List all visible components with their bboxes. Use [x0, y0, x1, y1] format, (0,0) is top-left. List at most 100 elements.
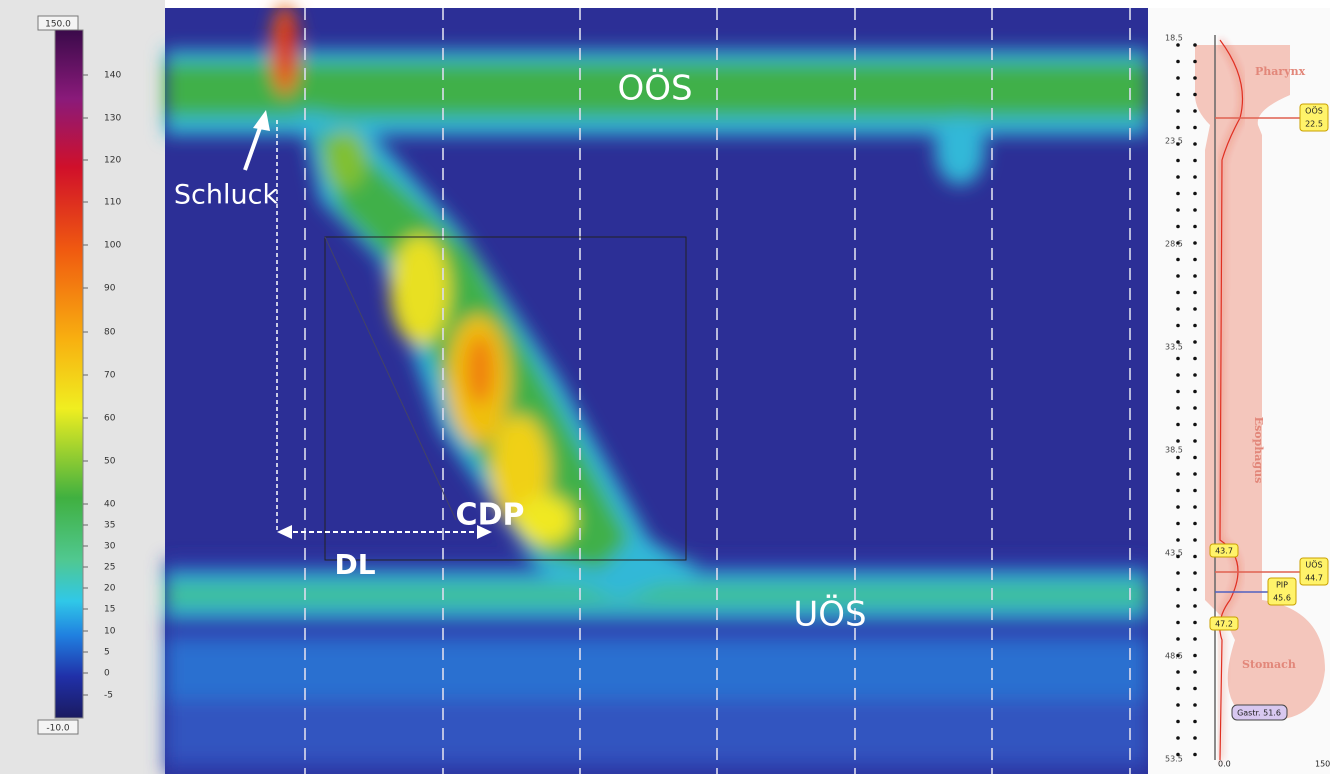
colorbar-tick-label: 120	[104, 156, 121, 166]
depth-label: 28.5	[1165, 240, 1183, 249]
sensor	[1193, 538, 1197, 542]
sensor	[1193, 670, 1197, 674]
level-label: 47.2	[1215, 620, 1233, 629]
marker-name: OÖS	[1305, 106, 1323, 116]
colorbar-tick-label: 110	[104, 198, 121, 208]
sensor	[1176, 390, 1180, 394]
sensor	[1193, 175, 1197, 179]
sensor	[1176, 76, 1180, 80]
sensor	[1176, 373, 1180, 377]
marker-value: 22.5	[1305, 120, 1323, 129]
colorbar-tick-label: 50	[104, 457, 116, 467]
sensor	[1193, 373, 1197, 377]
sensor	[1176, 571, 1180, 575]
sensor	[1193, 93, 1197, 97]
colorbar-tick-label: 15	[104, 605, 115, 615]
sensor	[1193, 703, 1197, 707]
colorbar-tick-label: 10	[104, 627, 116, 637]
label-uos: UÖS	[793, 594, 866, 635]
sensor	[1176, 43, 1180, 47]
region-esophagus: Esophagus	[1252, 417, 1265, 484]
colorbar-max: 150.0	[45, 20, 71, 30]
sensor	[1193, 571, 1197, 575]
sensor	[1193, 109, 1197, 113]
sensor	[1176, 670, 1180, 674]
colorbar-tick-label: 60	[104, 414, 116, 424]
sensor	[1176, 324, 1180, 328]
sensor	[1193, 736, 1197, 740]
sensor	[1193, 505, 1197, 509]
axis-start: 0.0	[1218, 760, 1231, 769]
sensor	[1176, 736, 1180, 740]
depth-label: 38.5	[1165, 446, 1183, 455]
sensor	[1193, 456, 1197, 460]
depth-label: 18.5	[1165, 34, 1183, 43]
depth-label: 53.5	[1165, 755, 1183, 764]
depth-label: 23.5	[1165, 137, 1183, 146]
colorbar-tick-label: 30	[104, 542, 116, 552]
sensor	[1176, 472, 1180, 476]
sensor	[1193, 192, 1197, 196]
colorbar-tick-label: -5	[104, 691, 113, 701]
colorbar-tick-label: 80	[104, 328, 116, 338]
sensor	[1176, 208, 1180, 212]
sensor	[1176, 439, 1180, 443]
sensor	[1193, 720, 1197, 724]
sensor	[1193, 604, 1197, 608]
sensor	[1193, 621, 1197, 625]
sensor	[1193, 274, 1197, 278]
sensor	[1176, 225, 1180, 229]
sensor	[1176, 703, 1180, 707]
sensor	[1176, 175, 1180, 179]
sensor	[1176, 687, 1180, 691]
colorbar-tick-label: 20	[104, 584, 116, 594]
label-cdp: CDP	[456, 498, 525, 533]
colorbar-min: -10.0	[46, 724, 70, 734]
sensor	[1193, 654, 1197, 658]
depth-label: 48.5	[1165, 652, 1183, 661]
colorbar-tick-label: 40	[104, 500, 116, 510]
sensor	[1193, 208, 1197, 212]
sensor	[1193, 588, 1197, 592]
sensor	[1176, 192, 1180, 196]
gastric-label: Gastr. 51.6	[1237, 709, 1281, 718]
sensor	[1193, 126, 1197, 130]
colorbar-tick-label: 90	[104, 284, 116, 294]
label-oos: OÖS	[617, 68, 692, 109]
sensor	[1176, 291, 1180, 295]
sensor	[1193, 340, 1197, 344]
sensor	[1176, 274, 1180, 278]
sensor	[1176, 406, 1180, 410]
colorbar-tick-label: 130	[104, 114, 121, 124]
colorbar-tick-label: 70	[104, 371, 116, 381]
sensor	[1193, 43, 1197, 47]
sensor	[1193, 324, 1197, 328]
sensor	[1176, 720, 1180, 724]
axis-end: 150	[1315, 760, 1330, 769]
sensor	[1193, 258, 1197, 262]
sensor	[1176, 109, 1180, 113]
label-schluck: Schluck	[174, 180, 279, 211]
sensor	[1193, 390, 1197, 394]
sensor	[1193, 489, 1197, 493]
region-pharynx: Pharynx	[1255, 65, 1306, 78]
sensor	[1176, 126, 1180, 130]
sensor	[1176, 159, 1180, 163]
depth-label: 33.5	[1165, 343, 1183, 352]
sensor	[1193, 357, 1197, 361]
manometry-figure: 150.0 -10.0 1401301201101009080706050403…	[0, 0, 1330, 774]
sensor	[1193, 60, 1197, 64]
sensor	[1193, 159, 1197, 163]
marker-value: 44.7	[1305, 574, 1323, 583]
sensor	[1193, 76, 1197, 80]
sensor	[1176, 423, 1180, 427]
sensor	[1176, 505, 1180, 509]
sensor	[1176, 489, 1180, 493]
sensor	[1176, 456, 1180, 460]
sensor	[1193, 225, 1197, 229]
colorbar	[55, 30, 83, 718]
sensor	[1193, 753, 1197, 757]
sensor	[1176, 588, 1180, 592]
colorbar-tick-label: 0	[104, 669, 110, 679]
sensor	[1176, 604, 1180, 608]
